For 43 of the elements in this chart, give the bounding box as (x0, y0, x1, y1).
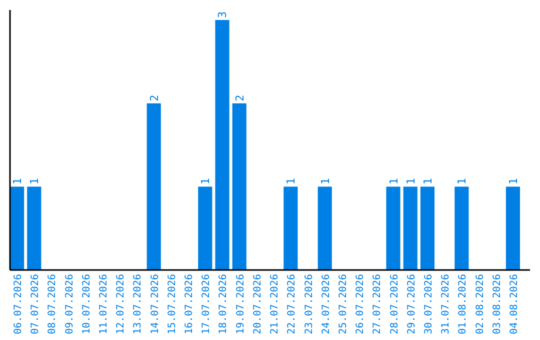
data-label: 2 (148, 94, 161, 102)
x-tick-label: 04.08.2026 (508, 274, 520, 334)
x-tick-label: 30.07.2026 (423, 274, 434, 334)
x-tick-label: 06.07.2026 (13, 274, 24, 334)
x-tick-label: 31.07.2026 (440, 274, 452, 334)
data-label: 1 (284, 178, 298, 185)
x-tick-label: 07.07.2026 (30, 274, 42, 334)
x-tick-label: 17.07.2026 (201, 274, 212, 334)
x-tick-label: 20.07.2026 (252, 274, 264, 334)
data-label: 1 (28, 178, 42, 185)
data-label: 1 (404, 178, 418, 185)
x-tick-label: 15.07.2026 (166, 274, 178, 334)
x-tick-label: 22.07.2026 (286, 274, 298, 334)
x-tick-label: 19.07.2026 (235, 274, 246, 334)
data-label: 1 (11, 178, 24, 185)
x-tick-label: 24.07.2026 (320, 274, 332, 334)
data-label: 1 (456, 178, 469, 185)
x-tick-label: 09.07.2026 (64, 274, 76, 334)
data-label: 1 (506, 178, 520, 185)
x-tick-label: 14.07.2026 (150, 274, 161, 334)
x-tick-label: 11.07.2026 (98, 274, 110, 334)
data-label: 3 (216, 11, 230, 18)
x-tick-label: 27.07.2026 (372, 274, 384, 334)
data-label: 1 (421, 178, 434, 185)
x-tick-label: 08.07.2026 (47, 274, 58, 334)
x-tick-label: 26.07.2026 (355, 274, 366, 334)
x-tick-label: 13.07.2026 (132, 274, 144, 334)
data-label: 1 (199, 178, 212, 185)
x-tick-label: 29.07.2026 (406, 274, 418, 334)
data-label: 1 (387, 178, 400, 185)
x-tick-label: 21.07.2026 (270, 274, 281, 334)
x-tick-label: 18.07.2026 (218, 274, 230, 334)
x-tick-label: 25.07.2026 (338, 274, 349, 334)
data-label: 1 (318, 178, 332, 185)
x-tick-label: 28.07.2026 (389, 274, 400, 334)
x-tick-label: 16.07.2026 (184, 274, 196, 334)
x-tick-label: 23.07.2026 (304, 274, 315, 334)
x-tick-label: 02.08.2026 (474, 274, 486, 334)
data-label: 2 (233, 94, 246, 102)
x-tick-label: 12.07.2026 (116, 274, 127, 334)
x-tick-label: 10.07.2026 (81, 274, 92, 334)
x-tick-label: 03.08.2026 (492, 274, 503, 334)
x-tick-label: 01.08.2026 (458, 274, 469, 334)
